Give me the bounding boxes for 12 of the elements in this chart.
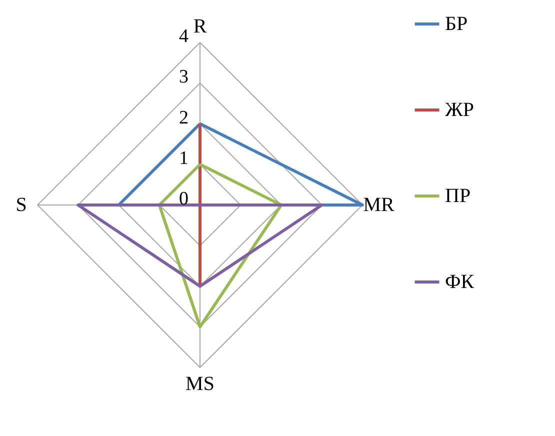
y-tick-label: 3 bbox=[179, 66, 188, 88]
spoke-label: MR bbox=[363, 194, 395, 216]
legend-label: ПР bbox=[445, 185, 471, 207]
legend-label: ЖР bbox=[445, 99, 474, 121]
y-tick-label: 1 bbox=[179, 148, 188, 169]
y-tick-label: 2 bbox=[179, 107, 188, 128]
spoke-label: MS bbox=[186, 372, 214, 395]
legend-label: ФК bbox=[445, 271, 475, 293]
y-tick-label: 4 bbox=[179, 26, 189, 47]
spoke-label: S bbox=[16, 194, 27, 216]
legend-label: БР bbox=[445, 13, 468, 35]
spoke-label: R bbox=[193, 15, 208, 38]
